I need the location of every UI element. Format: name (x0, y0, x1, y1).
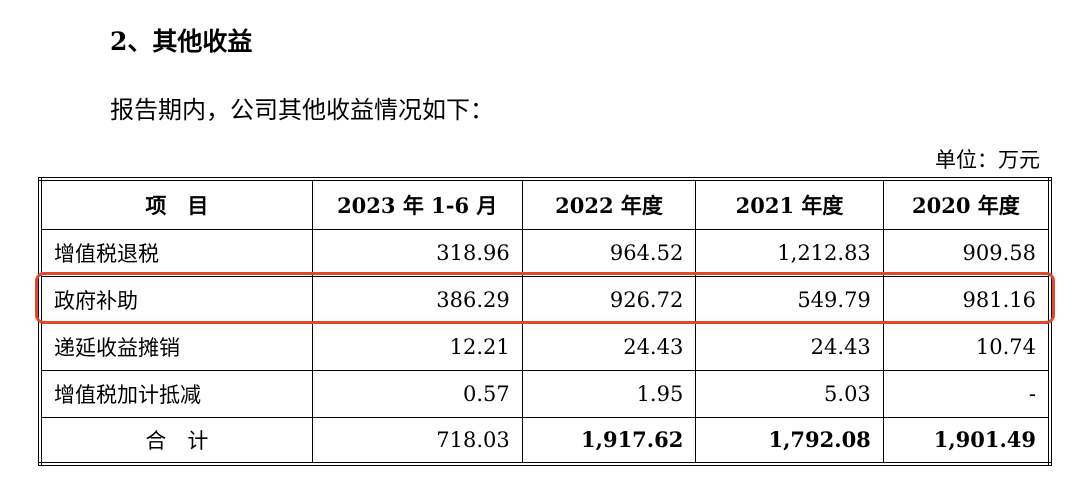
header-row: 项 目 2023 年 1-6 月 2022 年度 2021 年度 2020 年度 (39, 178, 1051, 230)
row-label: 增值税退税 (39, 228, 313, 277)
header-cell: 项 目 (39, 178, 313, 230)
table-row: 增值税退税 318.96 964.52 1,212.83 909.58 (39, 228, 1051, 277)
table-body: 增值税退税 318.96 964.52 1,212.83 909.58 政府补助 386.2… (39, 228, 1051, 465)
value-cell: 981.16 (882, 275, 1051, 324)
header-cell: 2023 年 1-6 月 (311, 178, 523, 230)
table-row: 递延收益摊销 12.21 24.43 24.43 10.74 (39, 322, 1051, 371)
value-cell: 0.57 (311, 369, 523, 418)
table-row: 增值税加计抵减 0.57 1.95 5.03- (39, 369, 1051, 418)
value-cell: 5.03 (695, 369, 884, 418)
row-label: 合 计 (39, 416, 313, 465)
heading: 2、其他收益 (110, 27, 253, 56)
table: 项 目 2023 年 1-6 月 2022 年度 2021 年度 2020 年度 增值税… (38, 177, 1052, 466)
value-cell: 10.74 (882, 322, 1051, 371)
value-cell: 909.58 (882, 228, 1051, 277)
value-cell: 24.43 (521, 322, 697, 371)
value-cell: - (882, 369, 1051, 418)
header-cell: 2021 年度 (695, 178, 884, 230)
header-cell: 2020 年度 (882, 178, 1051, 230)
value-cell: 926.72 (521, 275, 697, 324)
value-cell: 718.03 (311, 416, 523, 465)
header-cell: 2022 年度 (521, 178, 697, 230)
value-cell: 1,212.83 (695, 228, 884, 277)
value-cell: 549.79 (695, 275, 884, 324)
row-label: 增值税加计抵减 (39, 369, 313, 418)
value-cell: 24.43 (695, 322, 884, 371)
value-cell: 964.52 (521, 228, 697, 277)
table-row: 政府补助 386.29 926.72 549.79 981.16 (39, 275, 1051, 324)
value-cell: 1,917.62 (521, 416, 697, 465)
value-cell: 318.96 (311, 228, 523, 277)
table-row: 合 计 718.03 1,917.62 1,792.08 1,901.49 (39, 416, 1051, 465)
value-cell: 1,792.08 (695, 416, 884, 465)
row-label: 政府补助 (39, 275, 313, 324)
value-cell: 12.21 (311, 322, 523, 371)
value-cell: 386.29 (311, 275, 523, 324)
intro: 报告期内，公司其他收益情况如下： (110, 96, 494, 124)
unit-note: 单位：万元 (935, 148, 1040, 172)
value-cell: 1,901.49 (882, 416, 1051, 465)
value-cell: 1.95 (521, 369, 697, 418)
row-label: 递延收益摊销 (39, 322, 313, 371)
